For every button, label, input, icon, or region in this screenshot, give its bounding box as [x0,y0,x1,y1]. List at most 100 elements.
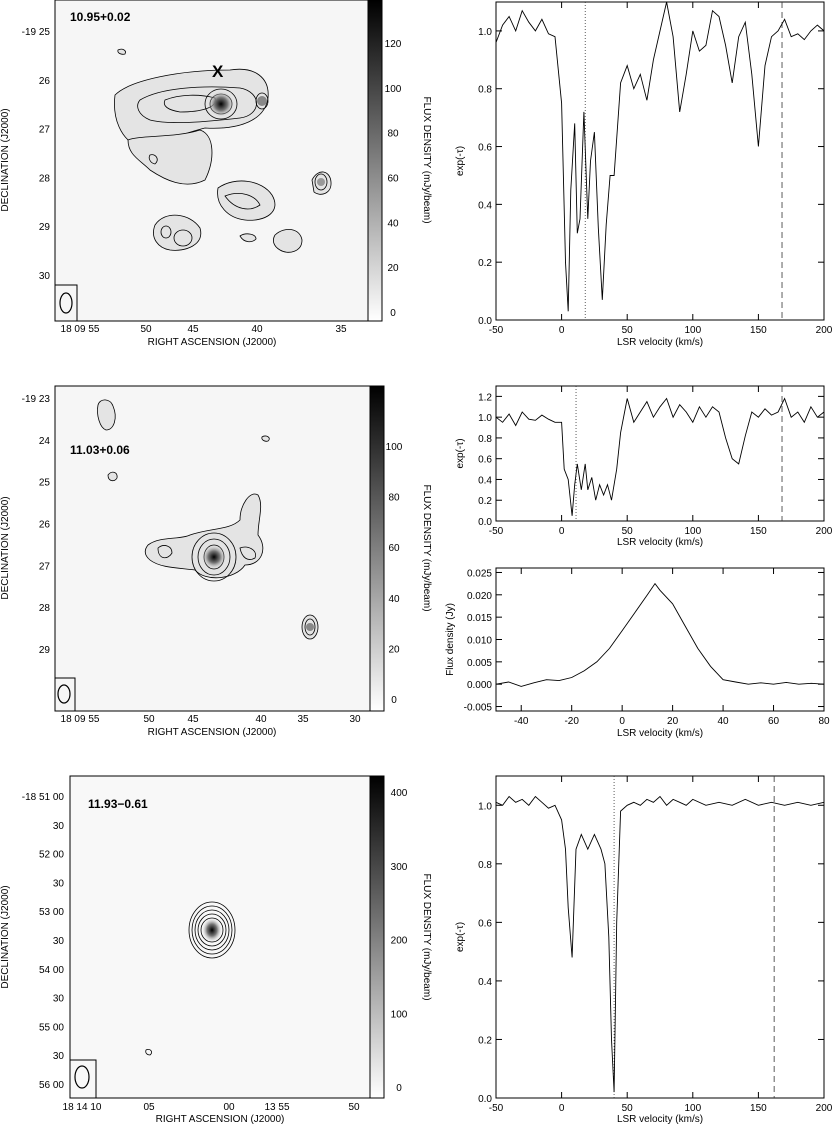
map-2-ra-ticks: 18 09 55 50 45 40 35 30 [61,714,361,725]
y-tick-label: 0.8 [478,860,492,871]
map-2-ylabel: DECLINATION (J2000) [0,496,11,599]
x-tick-label: 60 [768,716,780,727]
y-tick-label: 1.0 [478,413,492,424]
map-3-ylabel: DECLINATION (J2000) [0,885,11,988]
x-tick-label: -40 [514,716,529,727]
spectrum-xlabel: LSR velocity (km/s) [617,1114,703,1125]
y-tick-label: 0.4 [478,200,492,211]
x-tick-label: 20 [667,716,679,727]
x-tick-label: 100 [684,1103,701,1114]
map-3-beam-ellipse [74,1065,90,1089]
dec-tick-label: 26 [39,520,51,531]
spectrum-frame [495,567,825,712]
ra-tick-label: 35 [335,324,347,335]
y-tick-label: 0.8 [478,434,492,445]
x-tick-label: -50 [489,526,504,537]
map-1-colorbar-ticks: 120 100 80 60 40 20 0 [385,39,402,319]
spectrum-panel-4: -50 0 50 100 150 200 0.0 0.2 0.4 0.6 0.8 1.0 LSR vel… [455,775,833,1125]
y-tick-label: 0.2 [478,258,492,269]
dec-tick-label: 29 [39,222,51,233]
colorbar-tick-label: 60 [387,174,399,185]
map-3-beam-box [69,1059,97,1099]
ra-tick-label: 50 [348,1102,360,1113]
x-tick-label: 0 [559,1103,565,1114]
map-1-blob [317,178,325,186]
dec-tick-label: 54 00 [39,965,64,976]
x-tick-label: 150 [750,325,767,336]
ra-tick-label: 18 14 10 [63,1102,102,1113]
spectrum-xlabel: LSR velocity (km/s) [617,537,703,548]
colorbar-tick-label: 100 [391,1009,408,1020]
spectrum-xlabel: LSR velocity (km/s) [617,728,703,739]
colorbar-tick-label: 100 [386,442,403,453]
ra-tick-label: 45 [187,324,199,335]
spectrum-frame [495,385,825,522]
map-2-dec-ticks: -19 23 24 25 26 27 28 29 [22,394,51,656]
y-tick-label: 0.0 [478,517,492,528]
spectrum-frame [495,1,825,321]
colorbar-tick-label: 0 [396,1083,402,1094]
dec-tick-label: 30 [53,994,65,1005]
x-tick-label: 100 [684,325,701,336]
y-tick-label: 1.0 [478,27,492,38]
x-tick-label: 50 [622,325,634,336]
x-tick-label: 200 [816,325,833,336]
map-1-beam-box [54,284,78,322]
ra-tick-label: 35 [297,714,309,725]
map-2-colorbar-ticks: 100 80 60 40 20 0 [386,442,403,706]
dec-tick-label: 28 [39,603,51,614]
y-tick-label: 0.000 [467,680,492,691]
spectrum-xlabel: LSR velocity (km/s) [617,337,703,348]
dec-tick-label: 30 [53,821,65,832]
dec-tick-label: 56 00 [39,1080,64,1091]
map-1-dec-ticks: -19 25 26 27 28 29 30 [22,27,51,282]
spectrum-ylabel: exp(-τ) [455,438,466,468]
y-tick-label: 0.015 [467,613,492,624]
map-panel-2: 11.03+0.06 FLUX DENSITY (mJy/beam) DECLI… [0,385,432,738]
colorbar-tick-label: 60 [388,543,400,554]
ra-tick-label: 50 [140,324,152,335]
colorbar-tick-label: 400 [391,788,408,799]
map-1-beam-ellipse [59,292,73,314]
map-2-source-label: 11.03+0.06 [70,443,130,457]
map-3-colorbar-label: FLUX DENSITY (mJy/beam) [421,873,432,1000]
map-1-colorbar-label: FLUX DENSITY (mJy/beam) [421,96,432,223]
y-tick-label: 0.025 [467,568,492,579]
colorbar-tick-label: 20 [388,644,400,655]
x-tick-label: -50 [489,1103,504,1114]
map-2-colorbar-label: FLUX DENSITY (mJy/beam) [421,484,432,611]
map-3-ra-ticks: 18 14 10 05 00 13 55 50 [63,1102,360,1113]
y-tick-label: 0.4 [478,475,492,486]
map-1-source-label: 10.95+0.02 [70,10,131,24]
x-tick-label: 50 [622,1103,634,1114]
map-2-peak [202,545,226,569]
x-tick-label: 0 [619,716,625,727]
map-1-contours [114,48,332,253]
map-3-xlabel: RIGHT ASCENSION (J2000) [156,1114,285,1125]
map-1-ra-ticks: 18 09 55 50 45 40 35 [61,324,347,335]
y-tick-label: 0.6 [478,455,492,466]
map-3-colorbar [369,775,385,1099]
y-tick-label: 0.6 [478,143,492,154]
map-2-xlabel: RIGHT ASCENSION (J2000) [148,727,277,738]
colorbar-tick-label: 0 [390,308,396,319]
x-tick-label: 150 [750,1103,767,1114]
ra-tick-label: 40 [251,324,263,335]
dec-tick-label: 53 00 [39,907,64,918]
spectrum-panel-3: -40 -20 0 20 40 60 80 -0.005 0.000 0.005 0.010 0.01… [445,567,830,739]
y-tick-label: 0.010 [467,636,492,647]
map-2-colorbar [369,385,385,712]
map-1-secondary-peak [257,96,267,106]
ra-tick-label: 18 09 55 [61,714,100,725]
spectrum-ylabel: exp(-τ) [455,922,466,952]
y-tick-label: 0.005 [467,658,492,669]
x-tick-label: 200 [816,1103,833,1114]
colorbar-tick-label: 100 [385,84,402,95]
x-tick-label: 0 [559,526,565,537]
y-tick-label: 0.0 [478,1094,492,1105]
x-tick-label: -20 [564,716,579,727]
dec-tick-label: -19 25 [22,27,51,38]
dec-tick-label: 30 [39,271,51,282]
dec-tick-label: 55 00 [39,1022,64,1033]
ra-tick-label: 13 55 [264,1102,289,1113]
